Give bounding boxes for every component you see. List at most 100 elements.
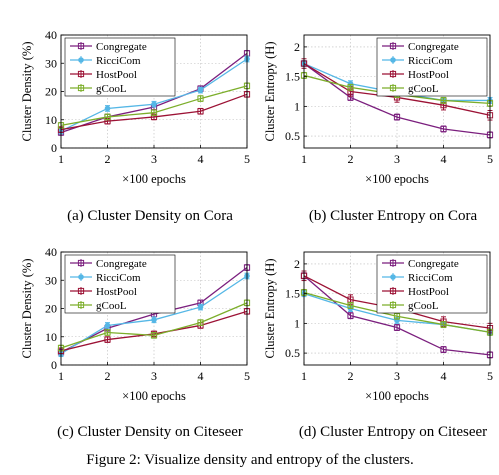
legend-swatch-marker [389, 259, 397, 267]
panel-caption: (b) Cluster Entropy on Cora [309, 208, 478, 224]
y-tick-label: 0 [51, 358, 57, 372]
legend-label: Congregate [96, 258, 147, 270]
x-tick-label: 5 [487, 369, 493, 383]
data-point [150, 332, 158, 339]
data-point [197, 108, 204, 115]
x-tick-label: 1 [58, 152, 64, 166]
x-tick-label: 2 [348, 369, 354, 383]
legend-label: Congregate [408, 258, 459, 270]
x-axis-label: ×100 epochs [122, 389, 186, 403]
panel-caption: (a) Cluster Density on Cora [67, 208, 233, 224]
legend-swatch-marker [77, 287, 85, 295]
chart-panel-3: 1 2 3 4 5 0 10 20 30 40 ×100 epochs Cluster Density… [20, 245, 251, 440]
y-tick-label: 30 [45, 273, 57, 287]
y-axis-label: Cluster Density (%) [20, 259, 34, 359]
data-point [104, 105, 111, 112]
legend-label: HostPool [408, 286, 449, 298]
legend-label: gCooL [96, 300, 127, 312]
legend-swatch-marker [77, 301, 85, 309]
legend-swatch-marker [390, 274, 396, 280]
x-tick-label: 4 [198, 152, 204, 166]
data-point [197, 87, 204, 93]
legend-swatch-marker [389, 84, 397, 92]
data-point [151, 101, 157, 108]
data-point [104, 322, 111, 329]
legend-label: gCooL [408, 300, 439, 312]
y-tick-label: 1.5 [285, 70, 300, 84]
x-tick-label: 3 [394, 369, 400, 383]
x-axis-label: ×100 epochs [365, 389, 429, 403]
y-axis-label: Cluster Entropy (H) [263, 42, 277, 142]
y-tick-label: 0 [51, 141, 57, 155]
legend: Congregate RicciCom HostPool gCooL [64, 37, 176, 97]
x-tick-label: 3 [151, 369, 157, 383]
data-point [150, 109, 158, 116]
data-point [393, 324, 401, 331]
x-axis-label: ×100 epochs [365, 172, 429, 186]
x-tick-label: 5 [487, 152, 493, 166]
y-tick-label: 2 [294, 40, 300, 54]
y-tick-label: 10 [45, 113, 57, 127]
x-tick-label: 5 [244, 369, 250, 383]
data-point [151, 317, 157, 323]
data-point [197, 319, 204, 326]
figure-caption: Figure 2: Visualize density and entropy … [86, 452, 414, 468]
y-tick-label: 40 [45, 245, 57, 259]
x-axis-label: ×100 epochs [122, 172, 186, 186]
legend-swatch-marker [77, 259, 85, 267]
data-point [393, 313, 401, 320]
y-tick-label: 0.5 [285, 129, 300, 143]
legend-label: RicciCom [408, 272, 453, 284]
y-tick-label: 0.5 [285, 346, 300, 360]
legend-swatch-marker [389, 287, 397, 295]
data-point [440, 321, 447, 328]
y-tick-label: 30 [45, 56, 57, 70]
legend-label: RicciCom [96, 272, 141, 284]
legend-swatch-marker [77, 70, 85, 78]
legend-label: RicciCom [96, 55, 141, 67]
y-tick-label: 10 [45, 330, 57, 344]
legend-swatch-marker [77, 84, 85, 92]
x-tick-label: 1 [301, 369, 307, 383]
x-tick-label: 2 [348, 152, 354, 166]
x-tick-label: 4 [441, 152, 447, 166]
panel-caption: (d) Cluster Entropy on Citeseer [299, 424, 487, 440]
data-point [197, 304, 204, 310]
x-tick-label: 4 [198, 369, 204, 383]
legend-label: Congregate [96, 41, 147, 53]
y-tick-label: 20 [45, 302, 57, 316]
x-tick-label: 3 [151, 152, 157, 166]
data-point [393, 113, 401, 121]
x-tick-label: 3 [394, 152, 400, 166]
legend-label: Congregate [408, 41, 459, 53]
data-point [440, 125, 447, 133]
data-point [197, 95, 204, 102]
x-tick-label: 1 [301, 152, 307, 166]
legend-label: HostPool [96, 286, 137, 298]
y-tick-label: 1 [294, 316, 300, 330]
legend: Congregate RicciCom HostPool gCooL [376, 254, 488, 314]
legend-swatch-marker [389, 301, 397, 309]
legend-label: gCooL [96, 83, 127, 95]
legend: Congregate RicciCom HostPool gCooL [376, 37, 488, 97]
data-point [347, 302, 354, 309]
x-tick-label: 2 [105, 369, 111, 383]
y-axis-label: Cluster Density (%) [20, 42, 34, 142]
y-axis-label: Cluster Entropy (H) [263, 259, 277, 359]
legend-swatch-marker [77, 42, 85, 50]
legend: Congregate RicciCom HostPool gCooL [64, 254, 176, 314]
y-tick-label: 20 [45, 85, 57, 99]
y-tick-label: 40 [45, 28, 57, 42]
x-tick-label: 4 [441, 369, 447, 383]
panel-caption: (c) Cluster Density on Citeseer [57, 424, 243, 440]
data-point [104, 113, 111, 121]
legend-swatch-marker [389, 42, 397, 50]
data-point [440, 346, 447, 353]
chart-panel-1: 1 2 3 4 5 0 10 20 30 40 ×100 epochs Cluster Density… [20, 28, 251, 224]
data-point [104, 336, 111, 343]
series-gcool [57, 82, 251, 129]
data-point [104, 329, 111, 336]
